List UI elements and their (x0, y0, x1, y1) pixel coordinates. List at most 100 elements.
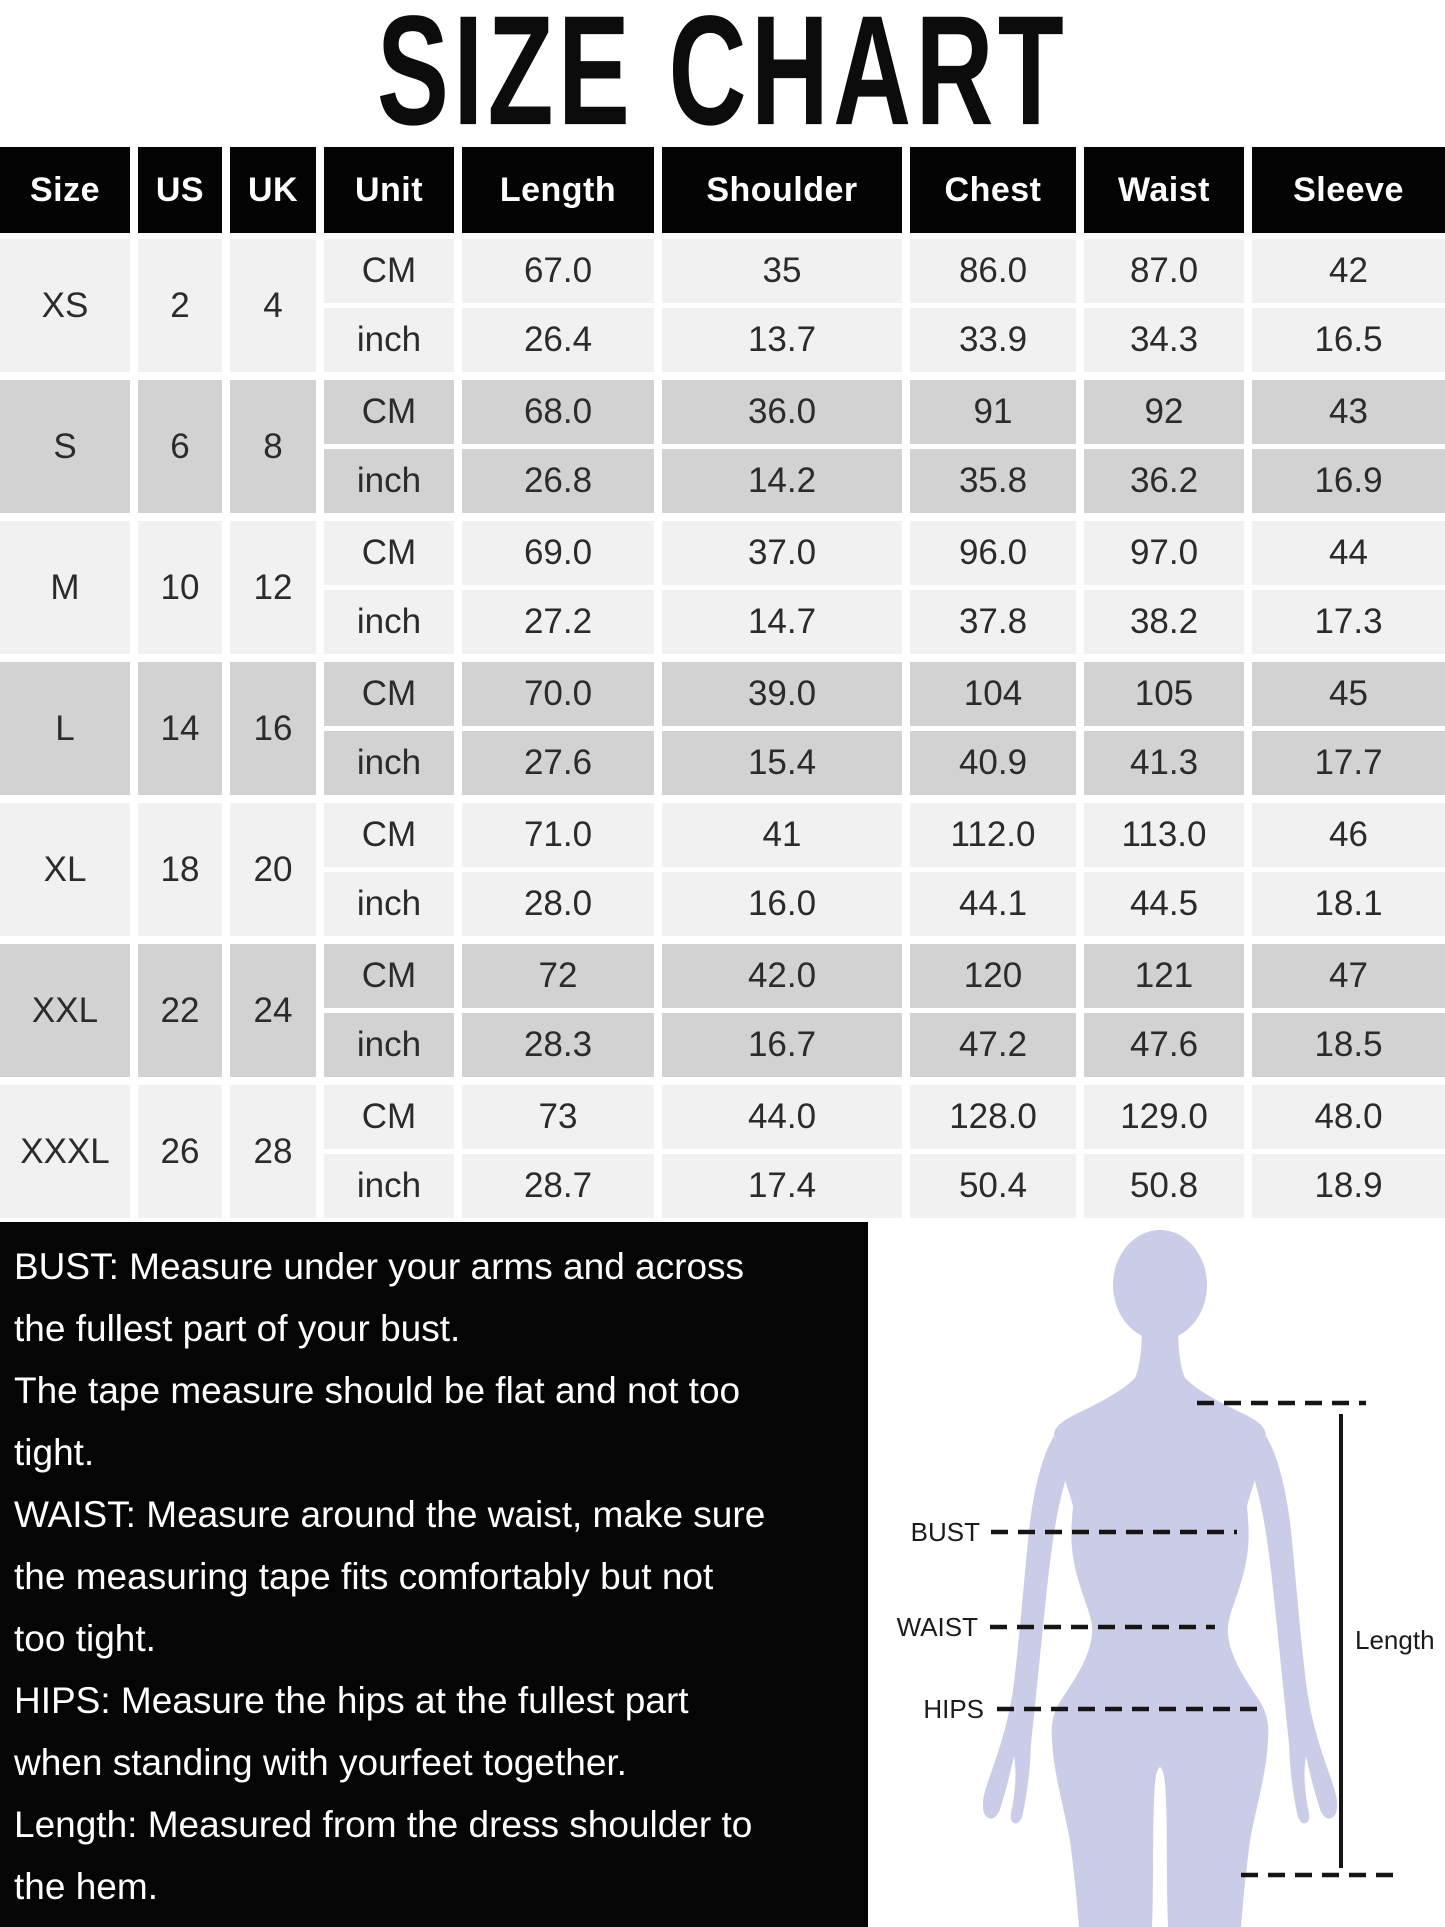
column-header-chest: Chest (910, 147, 1076, 233)
value-cell-cm: 71.0 (462, 803, 654, 867)
column-header-shoulder: Shoulder (662, 147, 902, 233)
note-line: the hem. (14, 1866, 158, 1907)
unit-cell-inch: inch (324, 449, 454, 513)
value-cell-cm: 39.0 (662, 662, 902, 726)
value-cell-inch: 50.4 (910, 1154, 1076, 1218)
page-title: SIZE CHART (376, 0, 1069, 158)
value-cell-inch: 40.9 (910, 731, 1076, 795)
waist-label: WAIST (897, 1612, 978, 1642)
size-table: Size US UK Unit Length Shoulder Chest Wa… (0, 147, 1445, 1218)
us-cell: 26 (138, 1085, 222, 1218)
bust-label: BUST (911, 1517, 980, 1547)
value-cell-cm: 48.0 (1252, 1085, 1445, 1149)
column-header-size: Size (0, 147, 130, 233)
size-cell: XXXL (0, 1085, 130, 1218)
value-cell-cm: 128.0 (910, 1085, 1076, 1149)
value-cell-cm: 43 (1252, 380, 1445, 444)
size-block-s: S 6 8 CM 68.0 36.0 91 92 43 inch 26.8 14.2 35.8 36.2 1… (0, 380, 1445, 513)
body-silhouette (982, 1230, 1338, 1927)
note-line: the fullest part of your bust. (14, 1308, 461, 1349)
value-cell-cm: 44 (1252, 521, 1445, 585)
value-cell-cm: 97.0 (1084, 521, 1244, 585)
uk-cell: 20 (230, 803, 316, 936)
size-block-xxxl: XXXL 26 28 CM 73 44.0 128.0 129.0 48.0 inch 28.7 17… (0, 1085, 1445, 1218)
value-cell-cm: 44.0 (662, 1085, 902, 1149)
value-cell-inch: 17.4 (662, 1154, 902, 1218)
value-cell-inch: 16.9 (1252, 449, 1445, 513)
column-header-sleeve: Sleeve (1252, 147, 1445, 233)
table-header-row: Size US UK Unit Length Shoulder Chest Wa… (0, 147, 1445, 233)
size-cell: M (0, 521, 130, 654)
value-cell-cm: 36.0 (662, 380, 902, 444)
column-header-uk: UK (230, 147, 316, 233)
value-cell-cm: 37.0 (662, 521, 902, 585)
us-cell: 2 (138, 239, 222, 372)
unit-cell-cm: CM (324, 521, 454, 585)
us-cell: 14 (138, 662, 222, 795)
value-cell-cm: 121 (1084, 944, 1244, 1008)
value-cell-inch: 17.3 (1252, 590, 1445, 654)
measure-guide-section: BUST: Measure under your arms and across… (0, 1222, 1445, 1927)
length-label: Length (1355, 1625, 1435, 1655)
value-cell-cm: 86.0 (910, 239, 1076, 303)
measurement-notes-panel: BUST: Measure under your arms and across… (0, 1222, 868, 1927)
note-line: tight. (14, 1432, 95, 1473)
column-header-unit: Unit (324, 147, 454, 233)
us-cell: 10 (138, 521, 222, 654)
value-cell-cm: 69.0 (462, 521, 654, 585)
value-cell-cm: 68.0 (462, 380, 654, 444)
uk-cell: 8 (230, 380, 316, 513)
value-cell-cm: 67.0 (462, 239, 654, 303)
us-cell: 18 (138, 803, 222, 936)
us-cell: 6 (138, 380, 222, 513)
uk-cell: 24 (230, 944, 316, 1077)
value-cell-cm: 73 (462, 1085, 654, 1149)
value-cell-inch: 18.5 (1252, 1013, 1445, 1077)
uk-cell: 12 (230, 521, 316, 654)
value-cell-inch: 33.9 (910, 308, 1076, 372)
size-cell: XS (0, 239, 130, 372)
column-header-length: Length (462, 147, 654, 233)
value-cell-cm: 92 (1084, 380, 1244, 444)
unit-cell-cm: CM (324, 239, 454, 303)
hips-label: HIPS (923, 1694, 984, 1724)
value-cell-inch: 16.0 (662, 872, 902, 936)
value-cell-inch: 41.3 (1084, 731, 1244, 795)
value-cell-inch: 28.7 (462, 1154, 654, 1218)
note-line: too tight. (14, 1618, 156, 1659)
value-cell-inch: 16.7 (662, 1013, 902, 1077)
unit-cell-inch: inch (324, 590, 454, 654)
value-cell-cm: 120 (910, 944, 1076, 1008)
us-cell: 22 (138, 944, 222, 1077)
value-cell-inch: 14.7 (662, 590, 902, 654)
value-cell-cm: 42 (1252, 239, 1445, 303)
value-cell-cm: 96.0 (910, 521, 1076, 585)
size-block-m: M 10 12 CM 69.0 37.0 96.0 97.0 44 inch 27.2 14.7 37.… (0, 521, 1445, 654)
silhouette-torso-legs (1051, 1322, 1269, 1927)
unit-cell-cm: CM (324, 803, 454, 867)
value-cell-inch: 18.9 (1252, 1154, 1445, 1218)
value-cell-cm: 112.0 (910, 803, 1076, 867)
value-cell-cm: 104 (910, 662, 1076, 726)
value-cell-inch: 28.3 (462, 1013, 654, 1077)
note-line: Length: Measured from the dress shoulder… (14, 1804, 753, 1845)
value-cell-inch: 44.5 (1084, 872, 1244, 936)
value-cell-inch: 14.2 (662, 449, 902, 513)
column-header-us: US (138, 147, 222, 233)
value-cell-inch: 27.2 (462, 590, 654, 654)
value-cell-cm: 129.0 (1084, 1085, 1244, 1149)
value-cell-inch: 37.8 (910, 590, 1076, 654)
value-cell-cm: 45 (1252, 662, 1445, 726)
silhouette-left-arm (982, 1436, 1066, 1824)
unit-cell-inch: inch (324, 1154, 454, 1218)
value-cell-inch: 26.4 (462, 308, 654, 372)
size-block-xxl: XXL 22 24 CM 72 42.0 120 121 47 inch 28.3 16.7 47.2 4… (0, 944, 1445, 1077)
value-cell-inch: 27.6 (462, 731, 654, 795)
value-cell-inch: 44.1 (910, 872, 1076, 936)
unit-cell-cm: CM (324, 1085, 454, 1149)
body-diagram-svg: BUST WAIST HIPS Length (897, 1230, 1435, 1927)
body-diagram: BUST WAIST HIPS Length (868, 1222, 1445, 1927)
value-cell-cm: 70.0 (462, 662, 654, 726)
note-line: the measuring tape fits comfortably but … (14, 1556, 714, 1597)
